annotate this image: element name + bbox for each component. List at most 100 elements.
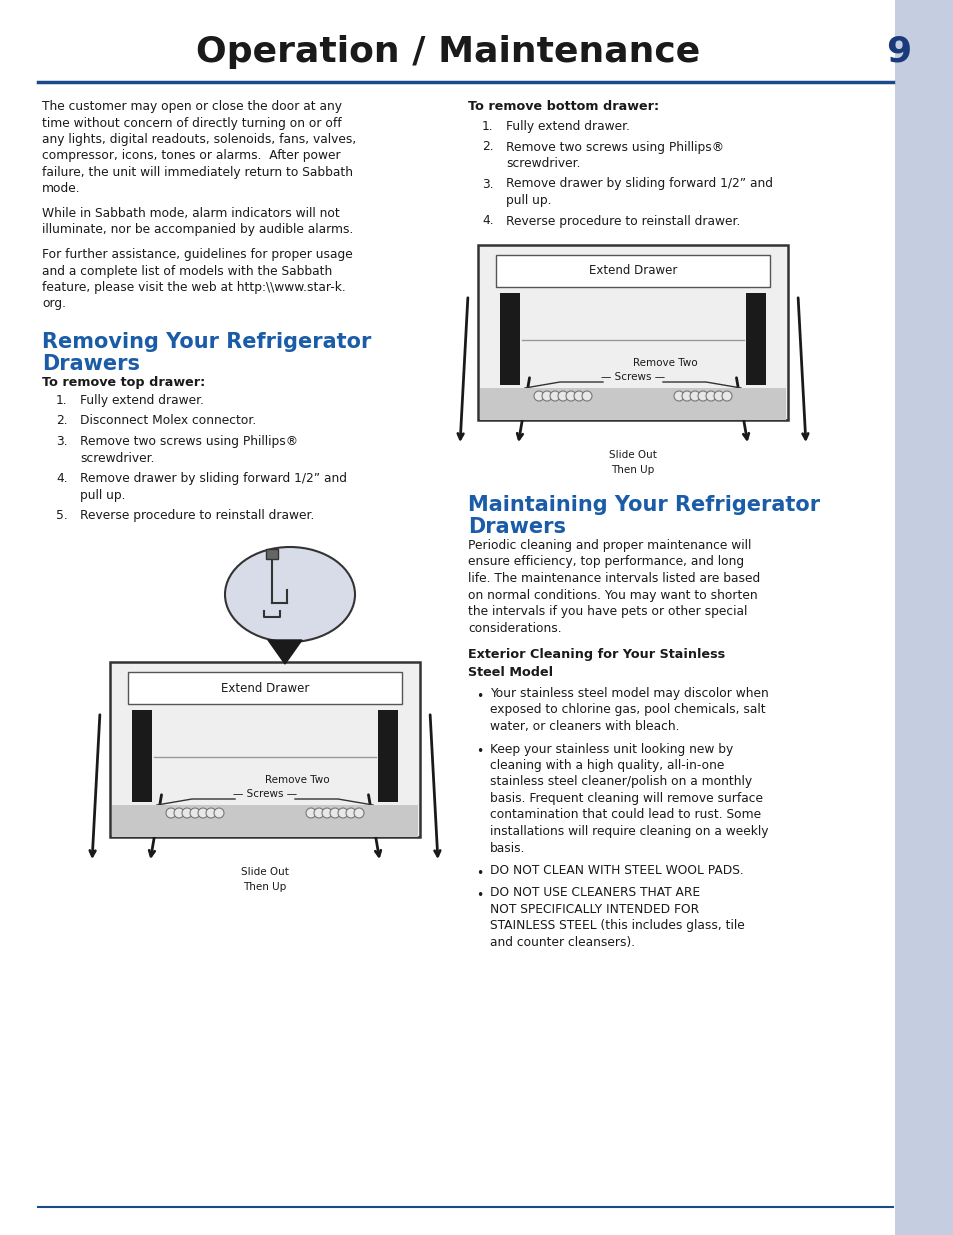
Text: cleaning with a high quality, all-in-one: cleaning with a high quality, all-in-one (490, 760, 723, 772)
Circle shape (182, 808, 192, 818)
Text: 2.: 2. (56, 415, 68, 427)
Circle shape (213, 808, 224, 818)
Text: Removing Your Refrigerator: Removing Your Refrigerator (42, 332, 371, 352)
Text: For further assistance, guidelines for proper usage: For further assistance, guidelines for p… (42, 248, 353, 261)
Text: and a complete list of models with the Sabbath: and a complete list of models with the S… (42, 264, 332, 278)
Circle shape (190, 808, 200, 818)
Text: 4.: 4. (56, 472, 68, 485)
Text: Exterior Cleaning for Your Stainless: Exterior Cleaning for Your Stainless (468, 648, 724, 661)
Text: exposed to chlorine gas, pool chemicals, salt: exposed to chlorine gas, pool chemicals,… (490, 704, 765, 716)
Text: Maintaining Your Refrigerator: Maintaining Your Refrigerator (468, 495, 820, 515)
Text: While in Sabbath mode, alarm indicators will not: While in Sabbath mode, alarm indicators … (42, 207, 339, 220)
Circle shape (698, 391, 707, 401)
Text: Extend Drawer: Extend Drawer (220, 682, 309, 694)
Text: Fully extend drawer.: Fully extend drawer. (505, 120, 629, 133)
Text: feature, please visit the web at http:\\www.star-k.: feature, please visit the web at http:\\… (42, 282, 345, 294)
Circle shape (705, 391, 716, 401)
Text: Extend Drawer: Extend Drawer (588, 264, 677, 278)
Circle shape (581, 391, 592, 401)
Text: Disconnect Molex connector.: Disconnect Molex connector. (80, 415, 256, 427)
Circle shape (306, 808, 315, 818)
Text: 1.: 1. (56, 394, 68, 408)
Text: Remove Two: Remove Two (265, 776, 330, 785)
Circle shape (322, 808, 332, 818)
Text: stainless steel cleaner/polish on a monthly: stainless steel cleaner/polish on a mont… (490, 776, 751, 788)
Text: Reverse procedure to reinstall drawer.: Reverse procedure to reinstall drawer. (80, 509, 314, 522)
Text: on normal conditions. You may want to shorten: on normal conditions. You may want to sh… (468, 589, 757, 601)
Bar (110, 662, 419, 837)
Text: Then Up: Then Up (243, 882, 286, 892)
Circle shape (689, 391, 700, 401)
Circle shape (337, 808, 348, 818)
Text: Remove two screws using Phillips®: Remove two screws using Phillips® (505, 141, 723, 153)
Text: Keep your stainless unit looking new by: Keep your stainless unit looking new by (490, 742, 733, 756)
Text: To remove top drawer:: To remove top drawer: (42, 375, 205, 389)
Text: mode.: mode. (42, 183, 81, 195)
Text: •: • (476, 746, 483, 758)
Bar (479, 388, 785, 420)
Bar (377, 710, 397, 802)
Circle shape (574, 391, 583, 401)
Text: •: • (476, 889, 483, 903)
Bar (132, 710, 152, 802)
Bar (112, 805, 417, 837)
Bar (745, 293, 765, 385)
Text: Disconnect: Disconnect (285, 564, 343, 574)
Bar (266, 548, 277, 558)
Bar (496, 254, 769, 287)
Circle shape (534, 391, 543, 401)
Text: Connector: Connector (285, 577, 338, 587)
Text: basis. Frequent cleaning will remove surface: basis. Frequent cleaning will remove sur… (490, 792, 762, 805)
Text: Reverse procedure to reinstall drawer.: Reverse procedure to reinstall drawer. (505, 215, 740, 227)
Text: Remove Two: Remove Two (633, 358, 697, 368)
Ellipse shape (225, 547, 355, 642)
Text: DO NOT CLEAN WITH STEEL WOOL PADS.: DO NOT CLEAN WITH STEEL WOOL PADS. (490, 864, 743, 877)
Circle shape (198, 808, 208, 818)
Text: water, or cleaners with bleach.: water, or cleaners with bleach. (490, 720, 679, 734)
Text: 1.: 1. (481, 120, 493, 133)
Text: — Screws —: — Screws — (233, 789, 296, 799)
Text: Remove drawer by sliding forward 1/2” and: Remove drawer by sliding forward 1/2” an… (505, 178, 772, 190)
Text: and counter cleansers).: and counter cleansers). (490, 936, 635, 948)
Circle shape (673, 391, 683, 401)
Text: — Screws —: — Screws — (600, 372, 664, 382)
Text: Remove drawer by sliding forward 1/2” and: Remove drawer by sliding forward 1/2” an… (80, 472, 347, 485)
Text: Slide Out: Slide Out (608, 450, 657, 459)
Polygon shape (268, 640, 302, 664)
Text: 5.: 5. (56, 509, 68, 522)
Text: DO NOT USE CLEANERS THAT ARE: DO NOT USE CLEANERS THAT ARE (490, 887, 700, 899)
Text: 3.: 3. (56, 435, 68, 448)
Circle shape (558, 391, 567, 401)
Circle shape (550, 391, 559, 401)
Text: pull up.: pull up. (505, 194, 551, 207)
Circle shape (541, 391, 552, 401)
Text: illuminate, nor be accompanied by audible alarms.: illuminate, nor be accompanied by audibl… (42, 224, 353, 236)
Text: Then Up: Then Up (611, 466, 654, 475)
Text: any lights, digital readouts, solenoids, fans, valves,: any lights, digital readouts, solenoids,… (42, 133, 355, 146)
Text: screwdriver.: screwdriver. (80, 452, 154, 464)
Circle shape (713, 391, 723, 401)
Text: screwdriver.: screwdriver. (505, 157, 579, 170)
Circle shape (681, 391, 691, 401)
Circle shape (206, 808, 215, 818)
Text: Slide Out: Slide Out (241, 867, 289, 877)
Text: contamination that could lead to rust. Some: contamination that could lead to rust. S… (490, 809, 760, 821)
Circle shape (314, 808, 324, 818)
Text: Drawers: Drawers (468, 517, 565, 537)
Text: org.: org. (42, 298, 66, 310)
Text: The customer may open or close the door at any: The customer may open or close the door … (42, 100, 341, 112)
Text: Periodic cleaning and proper maintenance will: Periodic cleaning and proper maintenance… (468, 538, 751, 552)
Circle shape (166, 808, 175, 818)
Text: basis.: basis. (490, 841, 525, 855)
Text: failure, the unit will immediately return to Sabbath: failure, the unit will immediately retur… (42, 165, 353, 179)
Circle shape (173, 808, 184, 818)
Text: ensure efficiency, top performance, and long: ensure efficiency, top performance, and … (468, 556, 743, 568)
Text: •: • (476, 690, 483, 703)
Text: considerations.: considerations. (468, 621, 561, 635)
Text: installations will require cleaning on a weekly: installations will require cleaning on a… (490, 825, 768, 839)
Text: Fully extend drawer.: Fully extend drawer. (80, 394, 204, 408)
Text: 9: 9 (885, 35, 910, 69)
Text: Remove two screws using Phillips®: Remove two screws using Phillips® (80, 435, 297, 448)
Bar (477, 245, 787, 420)
Text: the intervals if you have pets or other special: the intervals if you have pets or other … (468, 605, 746, 618)
